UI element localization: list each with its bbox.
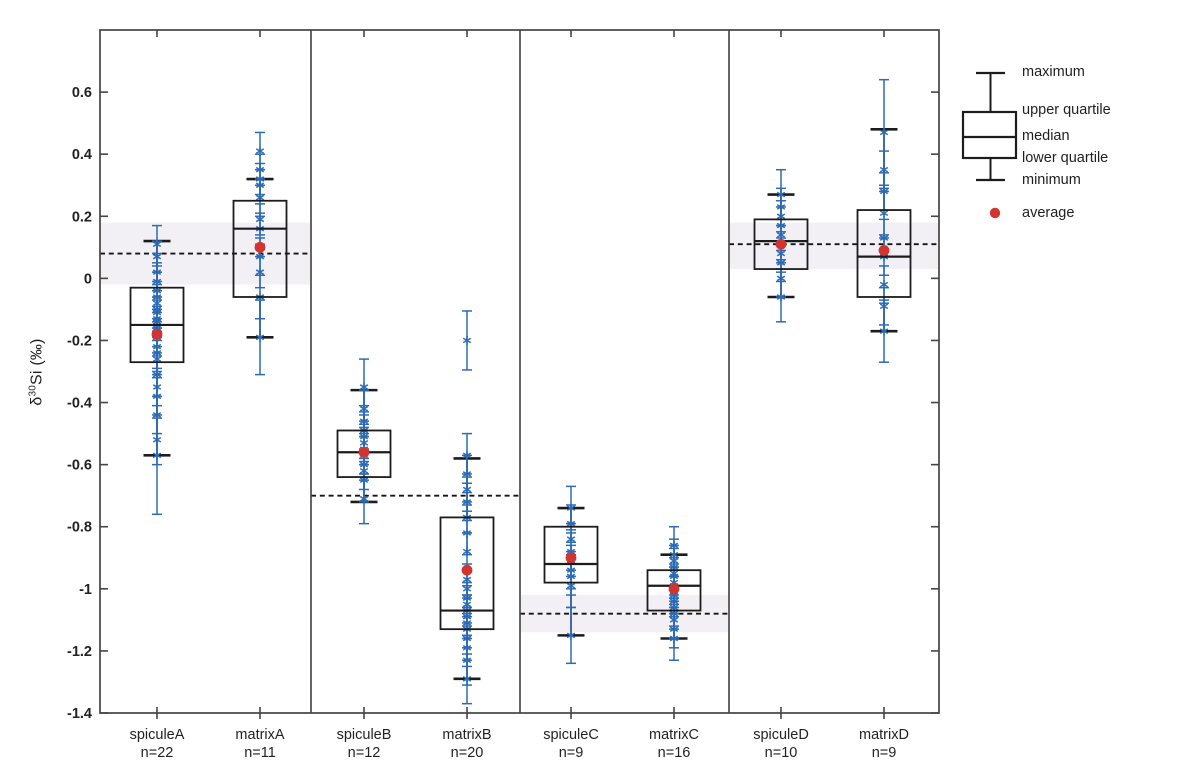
average-dot-matrixD <box>878 245 890 256</box>
x-group-label-matrixB: matrixB <box>442 727 491 743</box>
box-matrixB <box>439 516 495 631</box>
y-tick-label: -0.6 <box>67 458 92 474</box>
legend-label-median: median <box>1022 128 1070 144</box>
box-spiculeC <box>543 525 599 584</box>
data-point-asterisk <box>669 635 679 642</box>
legend-label-lower-quartile: lower quartile <box>1022 150 1109 166</box>
data-point-asterisk <box>255 148 265 154</box>
y-axis-title: δ30Si (‰) <box>27 338 46 406</box>
plot-border <box>99 29 940 714</box>
y-tick-label: -0.2 <box>67 333 92 349</box>
x-group-label-spiculeD: spiculeD <box>753 727 809 743</box>
y-tick-label: 0.6 <box>72 85 92 101</box>
data-point-asterisk <box>359 495 369 502</box>
x-group-n-spiculeD: n=10 <box>765 745 798 761</box>
box-matrixA <box>232 199 288 298</box>
data-point-asterisk <box>255 194 265 201</box>
y-tick-label: -0.8 <box>67 520 92 536</box>
x-group-n-matrixC: n=16 <box>658 745 691 761</box>
legend-boxplot-glyph <box>961 71 1018 219</box>
legend-box <box>961 110 1018 160</box>
data-point-asterisk <box>255 334 265 341</box>
data-point-asterisk <box>776 294 786 300</box>
reference-band-D <box>729 222 939 270</box>
legend-label-upper-quartile: upper quartile <box>1022 102 1111 118</box>
data-point-asterisk <box>879 328 889 334</box>
data-point-asterisk <box>879 281 889 288</box>
box-spiculeB <box>336 429 392 478</box>
data-point-asterisk <box>462 676 472 682</box>
x-group-n-matrixB: n=20 <box>451 745 484 761</box>
x-group-n-matrixA: n=11 <box>244 745 276 761</box>
y-tick-label: -1.4 <box>67 706 92 722</box>
data-point-asterisk <box>359 384 369 390</box>
x-group-label-spiculeA: spiculeA <box>130 727 185 743</box>
data-point-asterisk <box>152 452 162 459</box>
y-tick-label: -0.4 <box>67 396 92 412</box>
data-point-asterisk <box>462 548 472 555</box>
x-group-label-matrixA: matrixA <box>235 727 284 743</box>
x-group-n-spiculeC: n=9 <box>559 745 584 761</box>
x-group-n-spiculeB: n=12 <box>348 745 381 761</box>
box-matrixD <box>856 209 912 298</box>
data-point-asterisk <box>879 129 889 136</box>
data-point-asterisk <box>566 632 576 639</box>
y-tick-label: -1.2 <box>67 644 92 660</box>
box-matrixC <box>646 569 702 612</box>
legend-average-dot-icon <box>989 207 1001 219</box>
average-dot-spiculeD <box>775 238 787 250</box>
average-dot-matrixC <box>668 583 680 595</box>
y-tick-label: 0 <box>84 271 92 287</box>
data-point-asterisk <box>255 269 265 276</box>
y-tick-label: -1 <box>79 582 92 598</box>
legend-label-average: average <box>1022 205 1075 221</box>
x-group-n-spiculeA: n=22 <box>141 745 174 761</box>
reference-band-A <box>100 222 311 285</box>
average-dot-matrixA <box>254 241 266 253</box>
average-dot-spiculeA <box>151 328 163 340</box>
data-point-asterisk <box>462 337 472 344</box>
legend-label-minimum: minimum <box>1022 172 1081 188</box>
x-group-n-matrixD: n=9 <box>872 745 897 761</box>
x-group-label-matrixD: matrixD <box>859 727 909 743</box>
reference-band-C <box>520 595 729 633</box>
x-group-label-spiculeB: spiculeB <box>337 727 392 743</box>
average-dot-matrixB <box>461 564 473 576</box>
data-point-asterisk <box>879 166 889 173</box>
average-dot-spiculeB <box>358 446 370 458</box>
box-spiculeD <box>753 218 809 270</box>
data-point-asterisk <box>566 582 576 589</box>
y-tick-label: 0.2 <box>72 209 92 225</box>
legend-label-maximum: maximum <box>1022 64 1085 80</box>
x-group-label-spiculeC: spiculeC <box>543 727 599 743</box>
data-point-asterisk <box>879 210 889 217</box>
x-group-label-matrixC: matrixC <box>649 727 699 743</box>
y-tick-label: 0.4 <box>72 147 92 163</box>
average-dot-spiculeC <box>565 552 577 564</box>
